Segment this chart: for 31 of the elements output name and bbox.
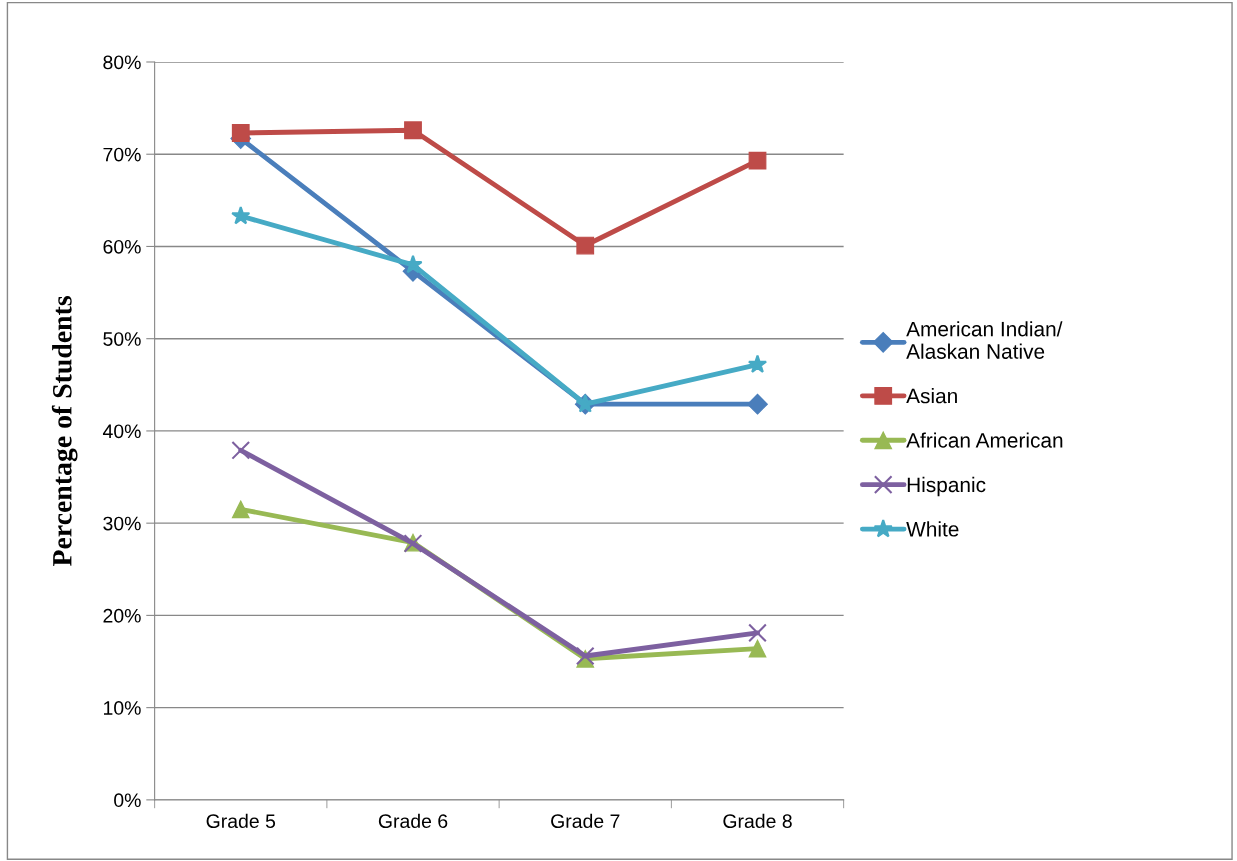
- point: [576, 236, 595, 255]
- y-tick-label: 50%: [103, 332, 141, 346]
- legend-label: American Indian/ Alaskan Native: [906, 321, 1063, 359]
- x-tick-label: Grade 7: [551, 813, 620, 829]
- point: [231, 440, 251, 460]
- y-axis-title: Percentage of Students: [51, 296, 78, 566]
- legend-label: White: [906, 521, 959, 537]
- y-tick-label: 60%: [103, 239, 141, 254]
- y-tick-label: 40%: [102, 424, 141, 439]
- point: [747, 393, 768, 415]
- point: [747, 354, 768, 373]
- y-tick-label: 30%: [103, 516, 141, 531]
- y-tick-label: 10%: [104, 701, 141, 715]
- legend-label: Asian: [906, 388, 957, 404]
- y-tick-label: 70%: [103, 147, 141, 162]
- y-tick-label: 0%: [114, 793, 141, 808]
- legend-label: African American: [906, 432, 1063, 448]
- x-tick-label: Grade 5: [206, 813, 276, 829]
- point: [748, 151, 767, 170]
- y-tick-label: 20%: [103, 608, 141, 623]
- point: [404, 121, 422, 140]
- point: [231, 124, 250, 142]
- point: [748, 623, 767, 643]
- point: [231, 500, 250, 519]
- x-tick-label: Grade 6: [378, 813, 448, 829]
- point: [748, 639, 767, 658]
- point: [403, 254, 423, 274]
- x-tick-label: Grade 8: [723, 813, 792, 829]
- point: [231, 205, 251, 225]
- legend-label: Hispanic: [907, 476, 986, 497]
- y-tick-label: 80%: [103, 55, 141, 70]
